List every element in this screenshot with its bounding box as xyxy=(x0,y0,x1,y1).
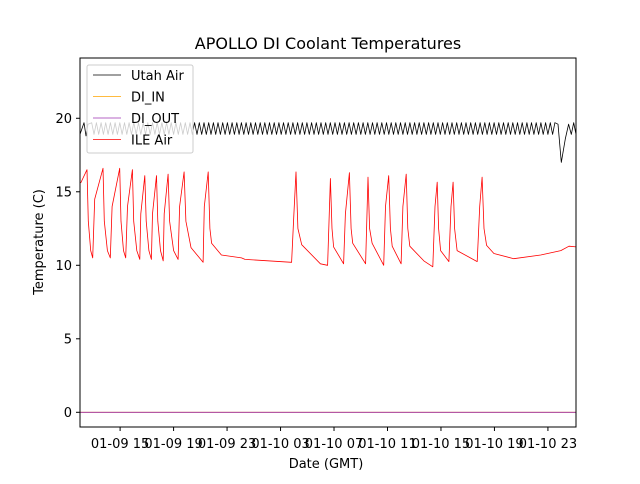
series-line-ile-air xyxy=(80,167,577,268)
legend-label: Utah Air xyxy=(131,69,184,84)
y-tick-label: 15 xyxy=(55,185,72,200)
x-tick-label: 01-10 07 xyxy=(305,437,363,452)
legend: Utah Air DI_IN DI_OUT ILE Air xyxy=(86,64,194,154)
legend-box xyxy=(86,64,194,154)
y-tick-label: 5 xyxy=(64,332,72,347)
chart-title: APOLLO DI Coolant Temperatures xyxy=(195,34,461,53)
x-tick-label: 01-09 19 xyxy=(144,437,202,452)
y-axis-label: Temperature (C) xyxy=(32,189,47,296)
x-tick-label: 01-09 15 xyxy=(91,437,149,452)
x-tick-label: 01-10 03 xyxy=(251,437,309,452)
y-axis: 0 5 10 15 20 xyxy=(55,112,80,421)
x-tick-label: 01-09 23 xyxy=(198,437,256,452)
y-tick-label: 20 xyxy=(55,112,72,127)
x-tick-label: 01-10 23 xyxy=(519,437,577,452)
legend-label: DI_OUT xyxy=(131,112,179,127)
legend-label: ILE Air xyxy=(131,134,173,149)
x-tick-label: 01-10 11 xyxy=(358,437,416,452)
axes-frame xyxy=(79,57,577,428)
y-tick-label: 10 xyxy=(55,259,72,274)
x-tick-label: 01-10 19 xyxy=(465,437,523,452)
x-axis-label: Date (GMT) xyxy=(289,457,364,472)
x-tick-label: 01-10 15 xyxy=(412,437,470,452)
y-tick-label: 0 xyxy=(64,406,72,421)
legend-label: DI_IN xyxy=(131,91,165,106)
